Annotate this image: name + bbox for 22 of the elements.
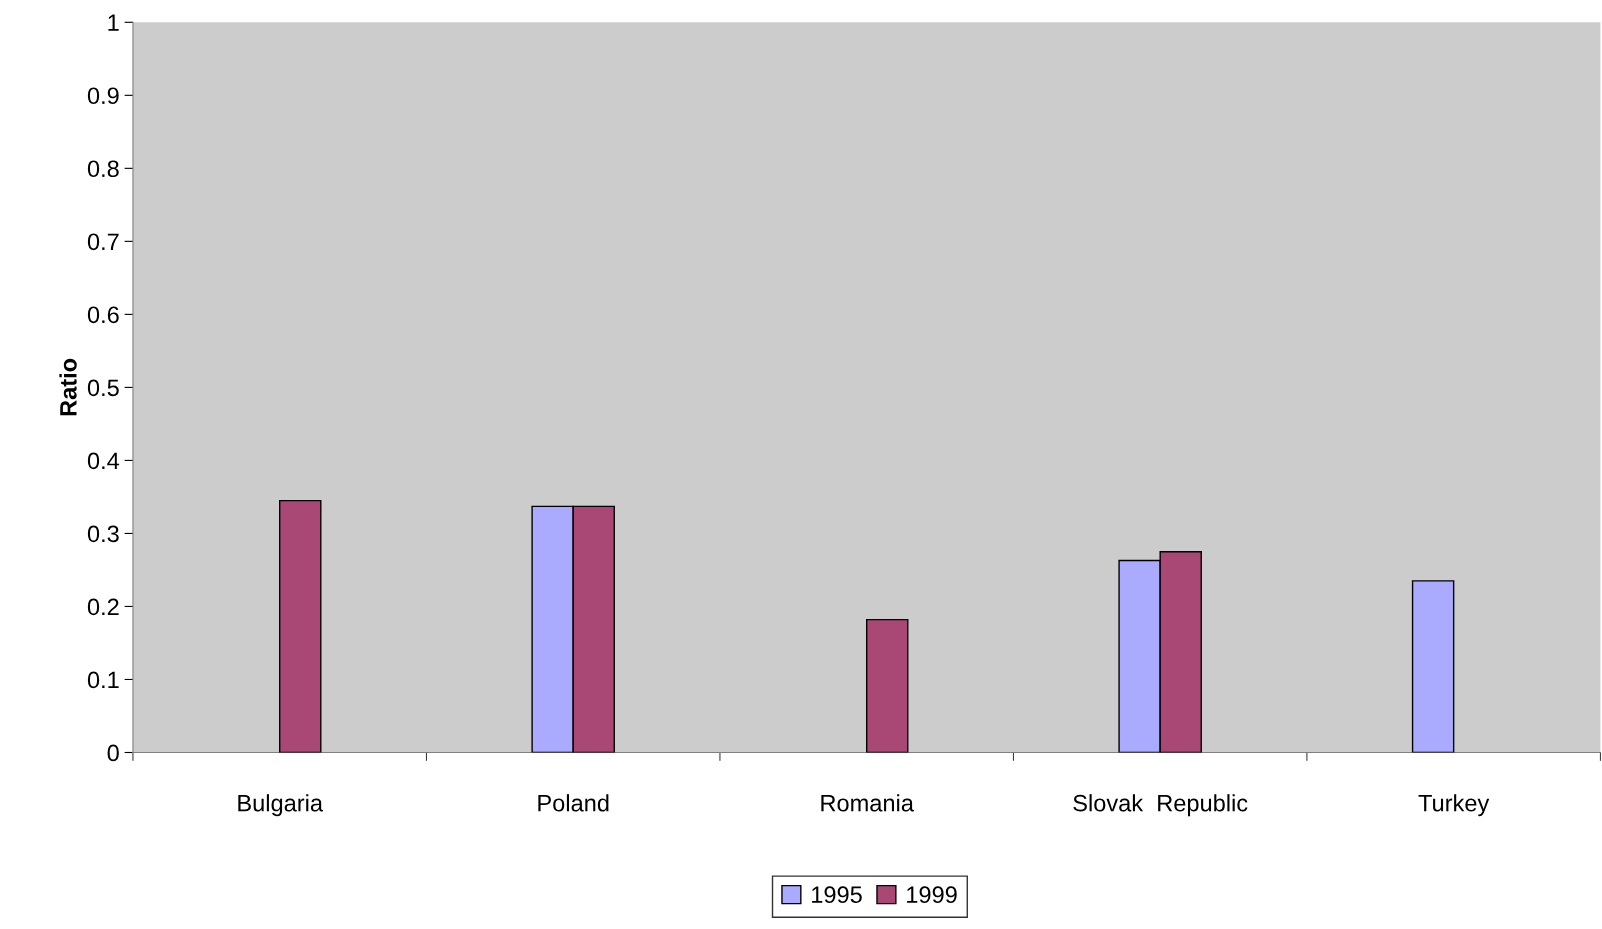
legend-label: 1999 xyxy=(907,886,957,904)
x-tick-label: Poland xyxy=(538,794,609,812)
y-tick-label: 0.7 xyxy=(87,233,119,251)
bar xyxy=(1411,580,1455,753)
y-tick-label: 0.3 xyxy=(87,525,119,543)
x-tick-label: Romania xyxy=(821,794,914,812)
legend-label: 1995 xyxy=(812,886,862,904)
y-tick-label: 0.9 xyxy=(87,87,119,105)
y-tick-label: 0.8 xyxy=(87,160,119,178)
x-tick-label: Bulgaria xyxy=(238,794,324,817)
bar xyxy=(279,499,322,753)
x-tick-label: Slovak Republic xyxy=(1073,794,1248,817)
y-tick-label: 0.1 xyxy=(87,671,119,689)
bar xyxy=(865,618,909,753)
y-tick-label: 1 xyxy=(108,14,119,31)
y-tick-label: 0 xyxy=(107,744,119,762)
y-tick-label: 0.4 xyxy=(87,452,120,470)
y-tick-label: 0.2 xyxy=(87,598,119,616)
y-tick-label: 0.5 xyxy=(87,379,119,397)
y-axis-title: Ratio xyxy=(59,358,77,416)
x-tick-label: Turkey xyxy=(1418,794,1490,817)
y-tick-label: 0.6 xyxy=(87,306,119,324)
